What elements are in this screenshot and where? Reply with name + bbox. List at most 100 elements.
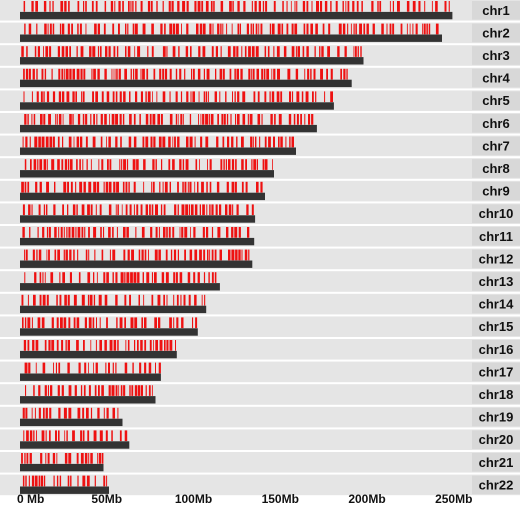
- feature-tick: [175, 114, 177, 125]
- feature-tick: [65, 46, 68, 57]
- feature-tick: [289, 136, 291, 148]
- feature-tick: [43, 159, 47, 170]
- feature-tick: [227, 136, 230, 148]
- feature-tick: [217, 114, 219, 125]
- feature-tick: [290, 1, 292, 12]
- feature-tick: [101, 385, 104, 396]
- feature-tick: [294, 1, 296, 12]
- feature-tick: [250, 23, 252, 35]
- feature-tick: [236, 136, 238, 148]
- feature-tick: [58, 91, 62, 103]
- feature-tick: [35, 362, 37, 374]
- feature-tick: [138, 294, 140, 306]
- feature-tick: [214, 91, 217, 103]
- feature-tick: [251, 46, 255, 57]
- feature-tick: [155, 227, 158, 238]
- feature-tick: [186, 136, 189, 148]
- feature-tick: [320, 1, 323, 12]
- feature-tick: [158, 249, 161, 261]
- feature-tick: [58, 114, 62, 125]
- feature-tick: [69, 249, 72, 261]
- feature-tick: [67, 294, 70, 306]
- feature-tick: [274, 114, 276, 125]
- feature-tick: [93, 272, 95, 283]
- feature-tick: [187, 181, 189, 193]
- feature-tick: [208, 114, 210, 125]
- feature-tick: [116, 181, 119, 193]
- feature-tick: [88, 181, 92, 193]
- feature-tick: [177, 136, 180, 148]
- feature-tick: [87, 272, 91, 283]
- feature-tick: [95, 204, 97, 216]
- feature-tick: [188, 294, 191, 306]
- feature-tick: [119, 159, 121, 170]
- chromosome-label: chr3: [482, 48, 509, 63]
- feature-tick: [27, 340, 30, 351]
- chromosome-row: chr4: [0, 67, 520, 89]
- feature-tick: [189, 136, 193, 148]
- feature-tick: [397, 1, 400, 12]
- feature-tick: [23, 430, 25, 442]
- feature-tick: [72, 68, 75, 80]
- feature-tick: [106, 272, 109, 283]
- feature-tick: [256, 181, 259, 193]
- label-background: [472, 91, 520, 110]
- feature-tick: [53, 204, 56, 216]
- feature-tick: [82, 159, 84, 170]
- feature-tick: [305, 91, 309, 103]
- feature-tick: [134, 385, 137, 396]
- feature-tick: [41, 430, 45, 442]
- feature-tick: [28, 475, 30, 487]
- feature-tick: [203, 68, 205, 80]
- feature-tick: [343, 68, 346, 80]
- feature-track: [22, 317, 198, 329]
- feature-tick: [76, 204, 78, 216]
- feature-tick: [166, 294, 168, 306]
- feature-tick: [175, 68, 178, 80]
- feature-tick: [72, 114, 74, 125]
- feature-tick: [108, 204, 112, 216]
- feature-tick: [44, 272, 46, 283]
- feature-tick: [120, 272, 124, 283]
- feature-tick: [448, 1, 450, 12]
- feature-tick: [90, 114, 92, 125]
- feature-tick: [209, 249, 211, 261]
- feature-tick: [210, 1, 213, 12]
- chromosome-row: chr21: [0, 452, 520, 473]
- feature-tick: [35, 340, 39, 351]
- feature-tick: [193, 272, 196, 283]
- feature-tick: [151, 294, 154, 306]
- feature-tick: [137, 385, 140, 396]
- feature-tick: [88, 227, 90, 238]
- feature-tick: [143, 159, 146, 170]
- feature-tick: [200, 136, 203, 148]
- feature-tick: [264, 46, 267, 57]
- feature-tick: [188, 204, 190, 216]
- feature-tick: [115, 294, 118, 306]
- feature-tick: [108, 385, 111, 396]
- chromosome-bar-chr21: [20, 463, 104, 472]
- feature-tick: [214, 249, 217, 261]
- feature-tick: [144, 362, 147, 374]
- feature-tick: [65, 249, 68, 261]
- feature-tick: [90, 159, 92, 170]
- feature-tick: [311, 114, 314, 125]
- feature-tick: [418, 1, 421, 12]
- feature-tick: [28, 362, 31, 374]
- feature-tick: [52, 91, 56, 103]
- feature-tick: [112, 249, 116, 261]
- feature-track: [23, 1, 450, 12]
- feature-tick: [435, 23, 439, 35]
- feature-tick: [155, 362, 156, 374]
- feature-tick: [337, 46, 340, 57]
- feature-tick: [137, 272, 140, 283]
- feature-tick: [195, 317, 198, 329]
- feature-tick: [95, 340, 97, 351]
- feature-tick: [366, 23, 369, 35]
- feature-tick: [60, 227, 63, 238]
- x-tick-label: 0 Mb: [17, 492, 44, 506]
- feature-tick: [257, 114, 261, 125]
- feature-tick: [235, 114, 237, 125]
- feature-tick: [131, 385, 134, 396]
- feature-tick: [412, 23, 414, 35]
